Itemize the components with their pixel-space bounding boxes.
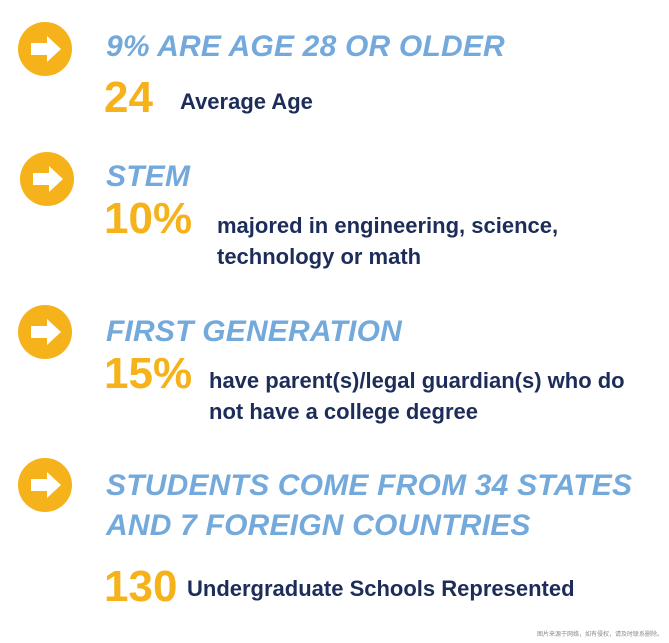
stat-description-schools: Undergraduate Schools Represented (187, 576, 575, 601)
section-heading-age: 9% ARE AGE 28 OR OLDER (106, 30, 505, 63)
section-heading-states: STUDENTS COME FROM 34 STATES (106, 469, 633, 502)
stat-description-first-generation-line2: not have a college degree (209, 399, 478, 424)
stat-schools-count: 130 (104, 562, 178, 611)
stat-stem-percent: 10% (104, 194, 193, 243)
stat-description-age: Average Age (180, 89, 313, 114)
source-footnote: 图片来源于网络，如有侵权，请及时联系删除。 (536, 632, 663, 638)
arrow-right-icon (18, 305, 72, 359)
stat-description-first-generation-line1: have parent(s)/legal guardian(s) who do (209, 368, 625, 393)
arrow-right-icon (20, 152, 74, 206)
arrow-right-icon (18, 22, 72, 76)
stat-average-age: 24 (104, 73, 153, 122)
arrow-right-icon (18, 458, 72, 512)
section-heading-first-generation: FIRST GENERATION (106, 315, 402, 348)
stat-first-generation-percent: 15% (104, 349, 193, 398)
stat-description-stem-line2: technology or math (217, 244, 422, 269)
stat-description-stem-line1: majored in engineering, science, (217, 213, 559, 238)
section-heading-countries: AND 7 FOREIGN COUNTRIES (106, 509, 531, 542)
section-heading-stem: STEM (106, 160, 191, 193)
